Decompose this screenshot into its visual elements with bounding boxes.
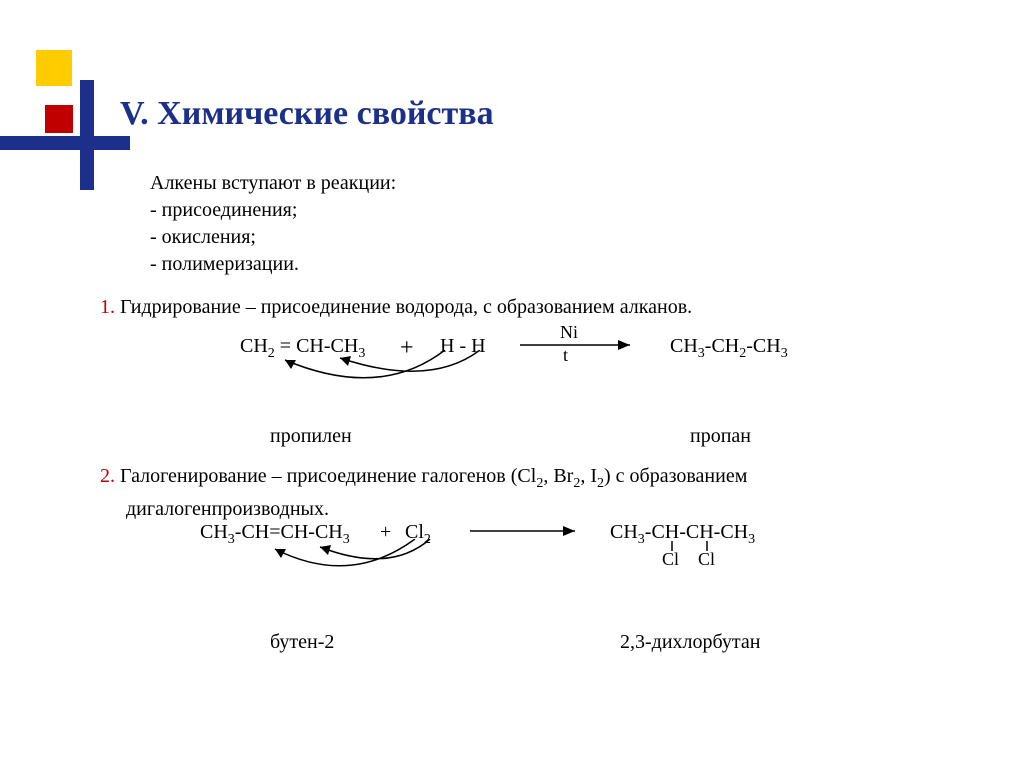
label-propane: пропан — [690, 425, 751, 448]
section1-heading-text: Гидрирование – присоединение водорода, с… — [115, 296, 692, 318]
reaction1-labels: пропилен пропан — [140, 425, 974, 455]
deco-yellow-square — [36, 50, 72, 86]
deco-red-square — [45, 105, 73, 133]
catalyst-ni: Ni — [560, 322, 578, 343]
intro-item-1: - присоединения; — [150, 197, 974, 224]
intro-item-2: - окисления; — [150, 224, 974, 251]
section2-heading: 2. Галогенирование – присоединение галог… — [100, 465, 974, 492]
section1-heading: 1. Гидрирование – присоединение водорода… — [100, 296, 974, 319]
label-dichlorobutane: 2,3-дихлорбутан — [620, 631, 761, 654]
product-propane: CH3-CH2-CH3 — [670, 335, 788, 362]
decorative-squares — [0, 50, 130, 170]
mechanism-arrows-1 — [240, 350, 500, 400]
deco-blue-horizontal — [0, 136, 130, 150]
reaction-arrow-1 — [510, 325, 650, 365]
reaction-2: CH3-CH=CH-CH3 + Cl2 CH3-CH-CH-CH3 Cl Cl — [140, 521, 974, 621]
section2-heading-text: Галогенирование – присоединение галогено… — [115, 465, 747, 487]
product-cl-2: Cl — [698, 549, 715, 570]
reaction2-labels: бутен-2 2,3-дихлорбутан — [140, 631, 974, 661]
label-butene: бутен-2 — [270, 631, 334, 654]
intro-block: Алкены вступают в реакции: - присоединен… — [150, 170, 974, 278]
content-area: Алкены вступают в реакции: - присоединен… — [100, 170, 974, 661]
deco-blue-vertical — [80, 80, 94, 190]
reaction-arrow-2 — [460, 516, 590, 546]
reaction-1: CH2 = CH-CH3 + H - H Ni t CH3-CH2-CH3 — [140, 325, 974, 415]
condition-t: t — [563, 345, 568, 366]
intro-item-3: - полимеризации. — [150, 251, 974, 278]
section2-number: 2. — [100, 465, 115, 487]
page-title: V. Химические свойства — [120, 95, 494, 133]
intro-lead: Алкены вступают в реакции: — [150, 170, 974, 197]
section1-number: 1. — [100, 296, 115, 318]
label-propylene: пропилен — [270, 425, 352, 448]
mechanism-arrows-2 — [230, 539, 460, 589]
product-cl-1: Cl — [662, 549, 679, 570]
